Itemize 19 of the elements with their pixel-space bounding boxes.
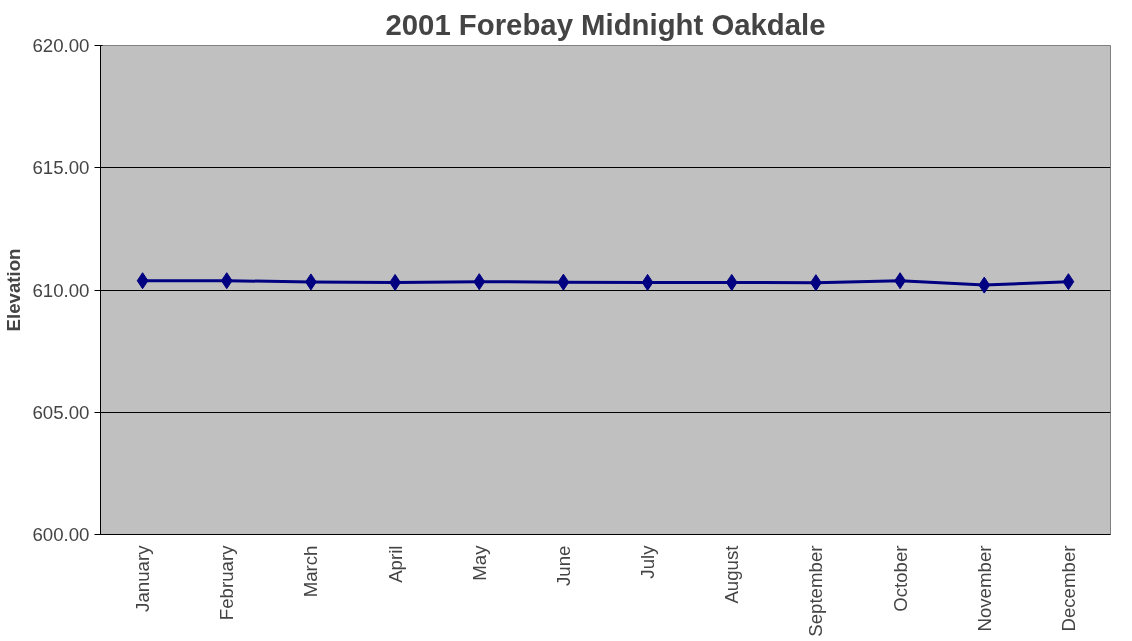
x-tick-label: July [637,544,659,579]
y-axis-title: Elevation [3,248,25,332]
x-tick-label: December [1057,545,1079,632]
x-tick-label: September [805,545,827,637]
x-tick-label: August [721,544,743,604]
x-tick-label: November [973,545,995,632]
y-tick-label: 600.00 [32,524,90,545]
y-tick-label: 610.00 [32,279,90,301]
x-tick-label: April [384,545,406,583]
chart-title: 2001 Forebay Midnight Oakdale [385,7,826,41]
x-tick-label: October [889,545,911,612]
x-tick-label: January [132,544,154,612]
x-tick-label: March [300,545,322,598]
y-tick-label: 615.00 [32,157,90,179]
y-tick-label: 620.00 [32,35,90,56]
x-tick-label: May [468,544,490,581]
x-tick-label: June [552,545,574,586]
x-tick-label: February [216,544,238,621]
y-tick-label: 605.00 [32,401,90,423]
